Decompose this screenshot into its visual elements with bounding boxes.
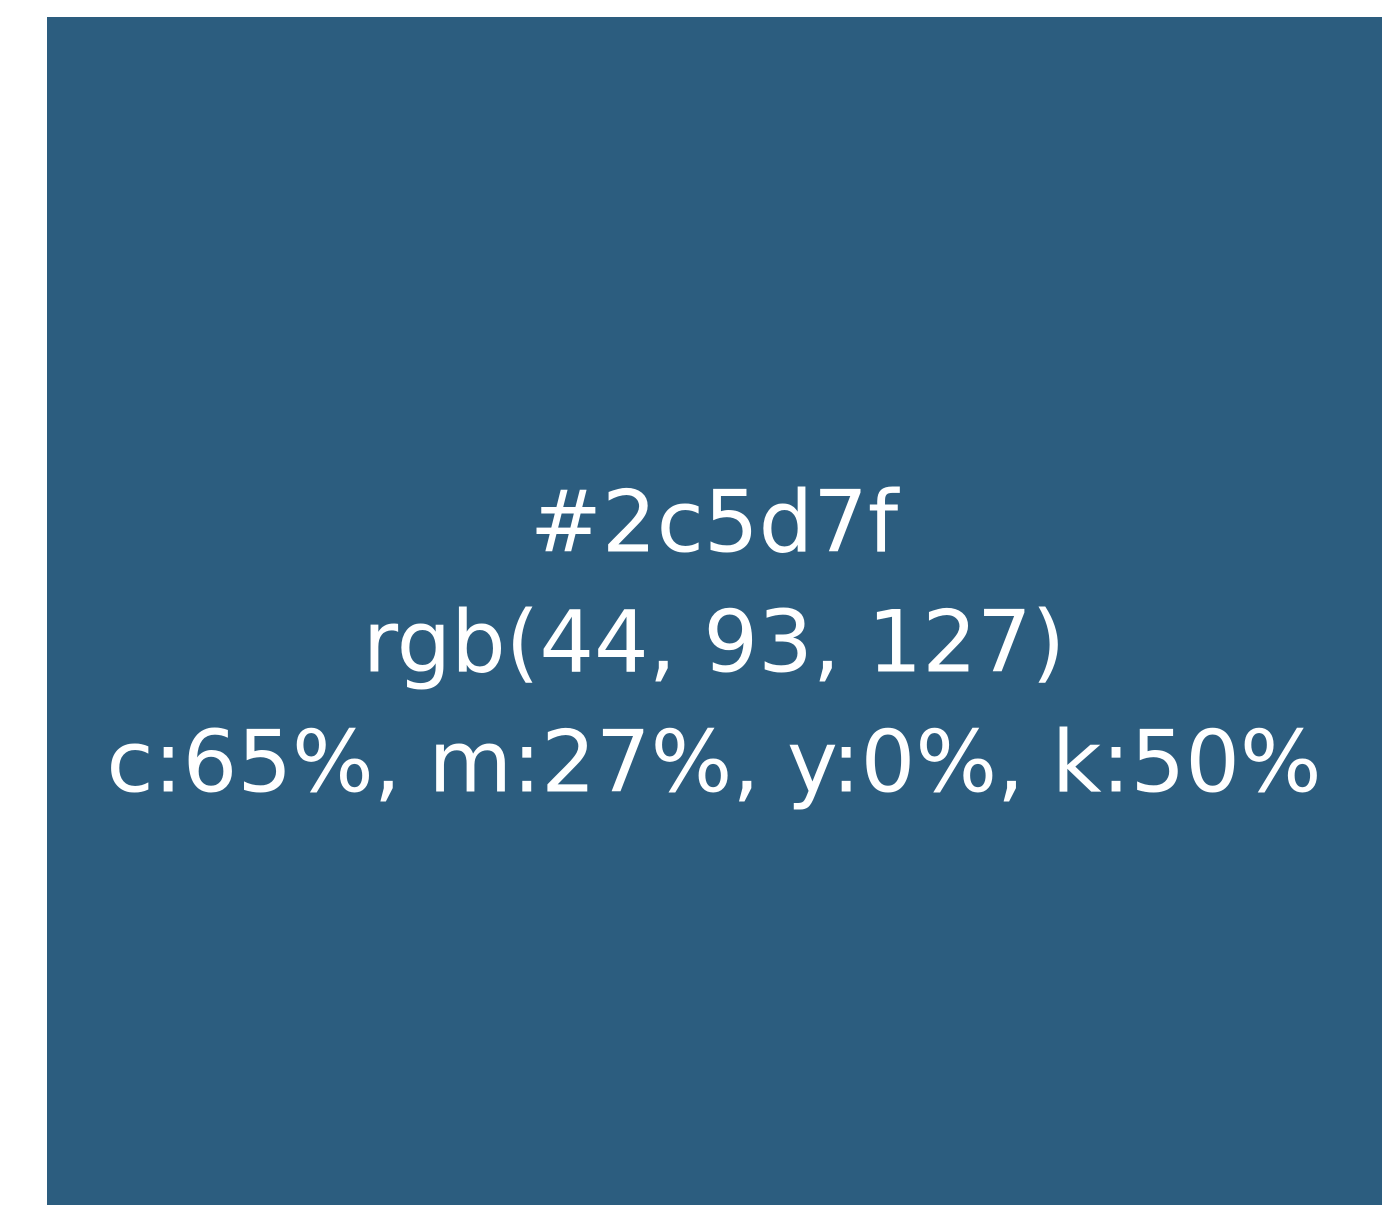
hex-label: #2c5d7f xyxy=(530,472,900,572)
rgb-label: rgb(44, 93, 127) xyxy=(363,592,1066,692)
color-swatch xyxy=(47,17,1382,1205)
cmyk-label: c:65%, m:27%, y:0%, k:50% xyxy=(106,712,1321,812)
